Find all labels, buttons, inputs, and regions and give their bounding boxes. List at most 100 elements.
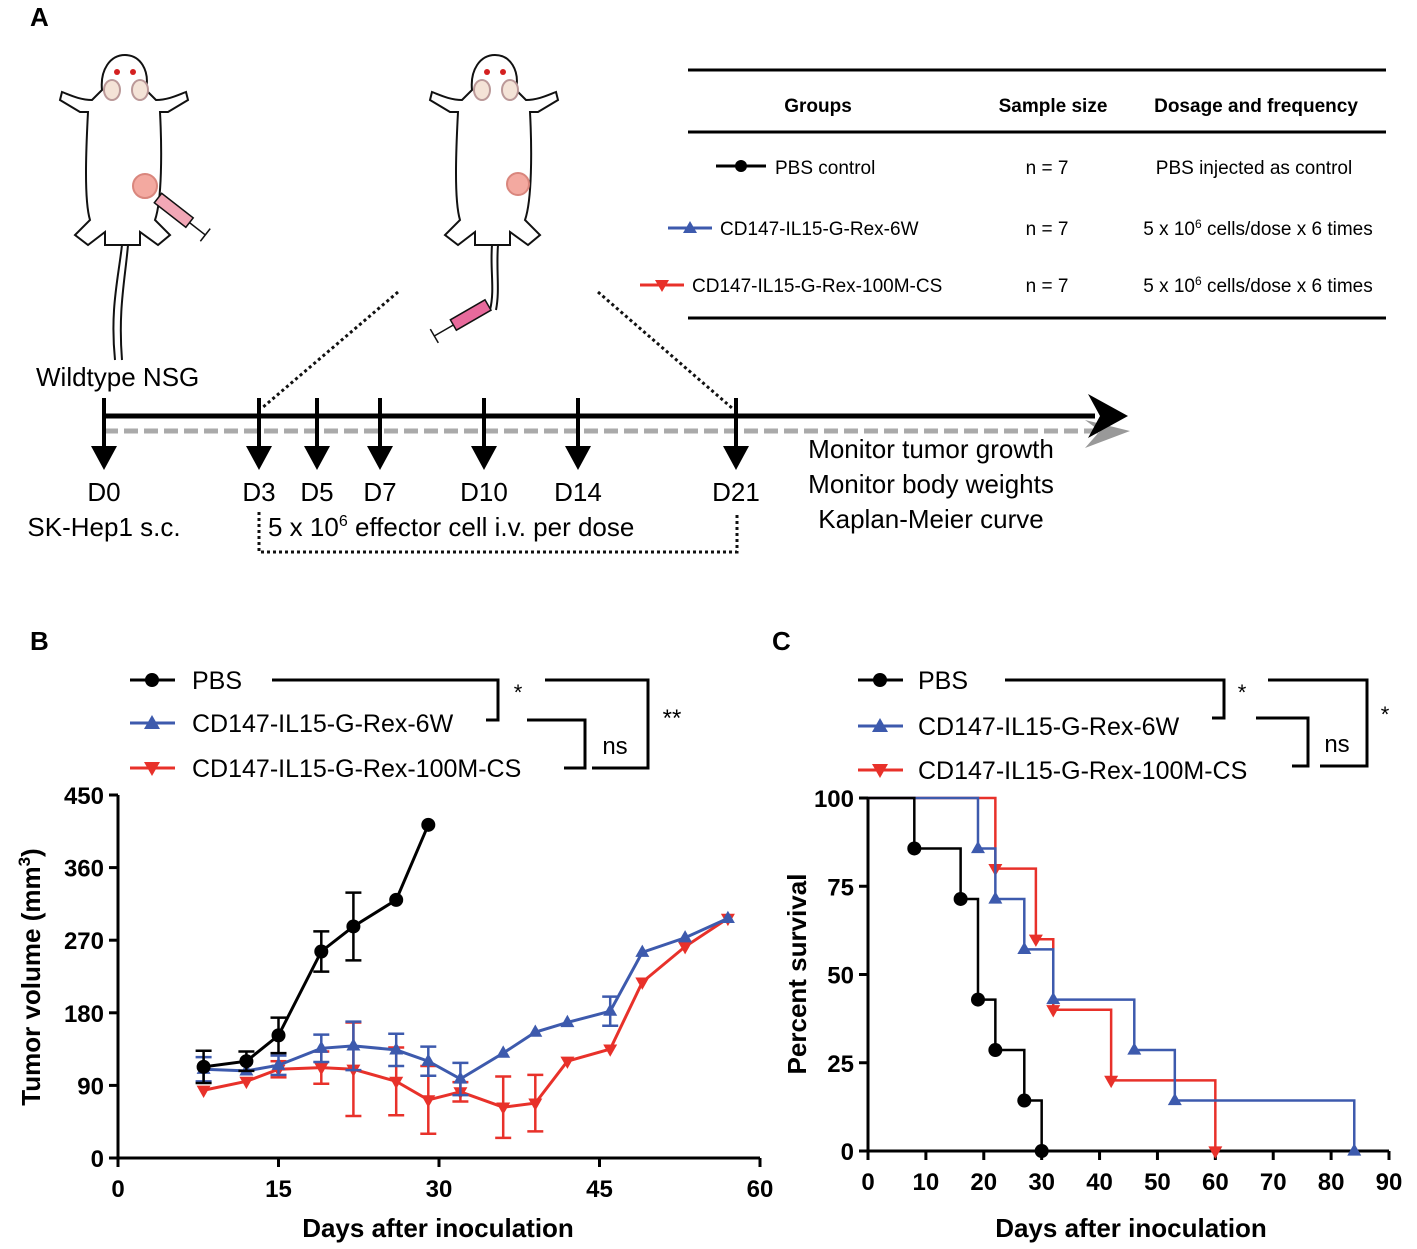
sig-b-pbs-vs-100m: ** — [663, 705, 682, 732]
timeline-day-label: D3 — [242, 477, 275, 507]
ytick-label-b: 90 — [77, 1073, 104, 1100]
table-header-dosage: Dosage and frequency — [1154, 96, 1358, 117]
survival-event-marker — [1028, 934, 1043, 947]
timeline-arrow-down — [367, 446, 393, 470]
xtick-label-b: 15 — [265, 1176, 292, 1203]
data-point-b — [528, 1098, 543, 1111]
data-point-b — [196, 1059, 211, 1074]
survival-event-marker — [1046, 1005, 1061, 1018]
timeline-day-label: D21 — [712, 477, 760, 507]
syringe-icon-2 — [429, 298, 493, 344]
data-point-b — [560, 1014, 575, 1028]
xtick-label-c: 50 — [1144, 1169, 1171, 1196]
series-line-b — [203, 824, 430, 1069]
data-point-b — [635, 944, 650, 957]
data-point-b — [678, 930, 693, 943]
survival-event-marker — [1167, 1092, 1182, 1106]
panel-label-b: B — [30, 626, 49, 656]
xtick-label-b: 60 — [747, 1176, 774, 1203]
xtick-label-b: 30 — [426, 1176, 453, 1203]
sig-c-6w-vs-100m: ns — [1324, 731, 1349, 758]
axis-b-ylabel: Tumor volume (mm3) — [15, 848, 46, 1105]
plot-survival: 0 25 50 75 100 0 10 20 30 40 50 60 70 80 90 — [814, 786, 1402, 1196]
table-dose-6w: 5 x 106 cells/dose x 6 times — [1143, 217, 1373, 240]
timeline-arrowhead — [1088, 394, 1128, 438]
timeline-day-label: D10 — [460, 477, 508, 507]
data-point-b — [389, 1042, 404, 1055]
table-n-6w: n = 7 — [1026, 219, 1069, 240]
survival-step-line — [868, 796, 1356, 1151]
monitor-tumor-growth: Monitor tumor growth — [808, 434, 1054, 464]
data-point-b — [720, 910, 735, 924]
sig-b-pbs-vs-6w: * — [514, 680, 523, 705]
dose-label-base: 5 x 10 — [268, 512, 339, 542]
sig-c-pbs-vs-100m: * — [1381, 702, 1390, 727]
ytick-label-c: 50 — [827, 963, 854, 990]
ytick-label-b: 270 — [64, 928, 104, 955]
timeline-arrow-down — [91, 446, 117, 470]
axis-c-xlabel: Days after inoculation — [995, 1213, 1267, 1243]
data-point-b — [271, 1028, 286, 1043]
timeline-day-label: D0 — [87, 477, 120, 507]
data-point-b — [239, 1054, 254, 1069]
series-line-b — [203, 917, 729, 1109]
xtick-label-c: 90 — [1376, 1169, 1403, 1196]
legend-b-pbs: PBS — [192, 667, 242, 695]
dose-label-tail: effector cell i.v. per dose — [348, 512, 635, 542]
timeline-arrow-down — [471, 446, 497, 470]
timeline-day-label: D5 — [300, 477, 333, 507]
table-group-6w: CD147-IL15-G-Rex-6W — [720, 219, 919, 240]
monitor-body-weights: Monitor body weights — [808, 469, 1054, 499]
mouse-illustration-1 — [58, 53, 190, 361]
xtick-label-c: 80 — [1318, 1169, 1345, 1196]
ytick-label-b: 360 — [64, 856, 104, 883]
table-n-100m: n = 7 — [1026, 276, 1069, 297]
data-point-b — [496, 1045, 511, 1058]
panel-label-a: A — [30, 2, 49, 32]
data-point-b — [635, 977, 650, 990]
xtick-label-b: 0 — [111, 1176, 124, 1203]
data-point-b — [239, 1076, 254, 1090]
data-point-b — [346, 919, 361, 934]
data-point-b — [314, 1063, 329, 1076]
survival-step-line — [868, 796, 1217, 1151]
data-point-b — [453, 1071, 468, 1084]
data-point-b — [421, 817, 436, 832]
mouse-illustration-2 — [428, 53, 560, 311]
data-point-b — [603, 1003, 618, 1016]
xtick-label-c: 20 — [970, 1169, 997, 1196]
axis-c-ylabel: Percent survival — [782, 874, 812, 1075]
legend-b-marker-6w — [144, 715, 160, 729]
plot-tumor-volume: 0 90 180 270 360 450 0 15 30 45 60 — [64, 783, 773, 1203]
ytick-label-b: 450 — [64, 783, 104, 810]
survival-event-marker — [1104, 1075, 1119, 1089]
xtick-label-c: 10 — [913, 1169, 940, 1196]
dose-label-exp: 6 — [339, 513, 348, 530]
legend-c-marker-100m — [872, 764, 888, 778]
data-point-b — [196, 1085, 211, 1098]
legend-b-6w: CD147-IL15-G-Rex-6W — [192, 710, 454, 738]
ytick-label-b: 0 — [91, 1146, 104, 1173]
table-header-groups: Groups — [784, 96, 852, 117]
survival-event-marker — [1347, 1143, 1362, 1156]
table-header-sample-size: Sample size — [999, 96, 1108, 117]
zoom-line-right — [597, 290, 733, 410]
legend-b-100m: CD147-IL15-G-Rex-100M-CS — [192, 755, 521, 783]
sig-b-6w-vs-100m: ns — [602, 733, 627, 760]
data-point-b — [389, 892, 404, 907]
survival-event-marker — [1017, 941, 1032, 955]
data-point-b — [314, 944, 329, 959]
syringe-icon-1 — [153, 192, 211, 242]
legend-c: PBS CD147-IL15-G-Rex-6W CD147-IL15-G-Rex… — [858, 667, 1390, 785]
panel-label-c: C — [772, 626, 791, 656]
xtick-label-c: 30 — [1028, 1169, 1055, 1196]
sig-c-pbs-vs-6w: * — [1238, 680, 1247, 705]
survival-event-marker — [907, 841, 922, 856]
data-point-b — [271, 1057, 286, 1070]
xtick-label-b: 45 — [586, 1176, 613, 1203]
ytick-label-b: 180 — [64, 1001, 104, 1028]
survival-event-marker — [970, 992, 985, 1007]
zoom-line-left — [261, 290, 399, 410]
